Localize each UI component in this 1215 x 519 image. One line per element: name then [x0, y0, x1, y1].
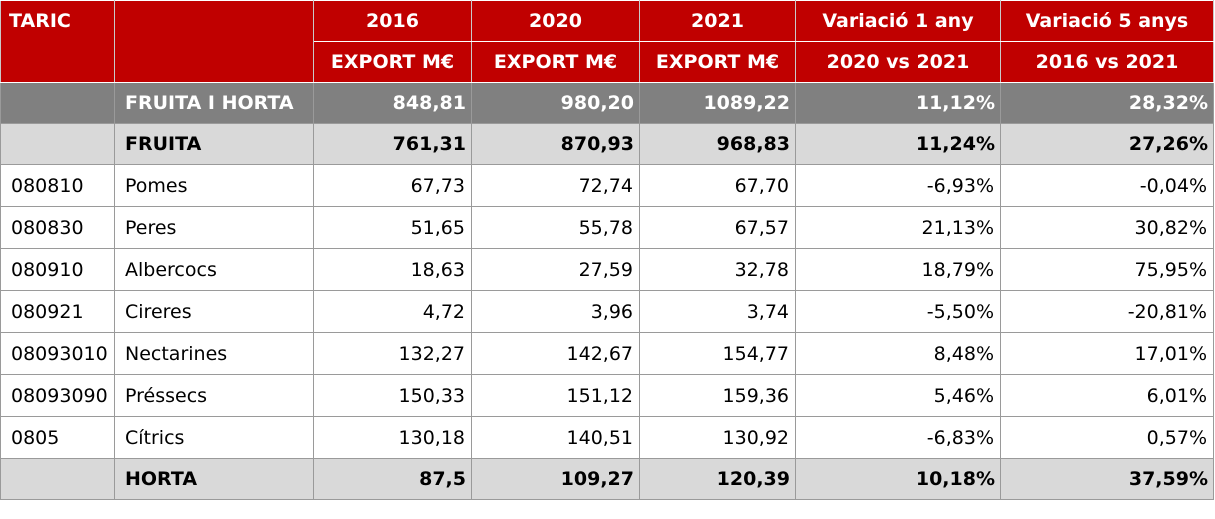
- header-variation-1-year: Variació 1 any: [795, 0, 1001, 42]
- product-name-cell: Albercocs: [114, 248, 314, 291]
- export-table: TARIC 2016 2020 2021 Variació 1 any Vari…: [0, 0, 1214, 500]
- export-2020-cell: 3,96: [471, 290, 640, 333]
- variation-1-year-cell: 21,13%: [795, 206, 1001, 249]
- taric-code-cell: [0, 458, 115, 500]
- group-row: FRUITA I HORTA 848,81 980,20 1089,22 11,12% 2…: [0, 82, 1214, 124]
- export-2016-cell: 848,81: [313, 82, 472, 124]
- product-name-cell: Nectarines: [114, 332, 314, 375]
- export-2020-cell: 151,12: [471, 374, 640, 417]
- taric-code-cell: 080830: [0, 206, 115, 249]
- export-2016-cell: 130,18: [313, 416, 472, 459]
- export-2016-cell: 761,31: [313, 123, 472, 165]
- export-2021-cell: 130,92: [639, 416, 796, 459]
- variation-1-year-cell: -5,50%: [795, 290, 1001, 333]
- export-2021-cell: 67,70: [639, 164, 796, 207]
- export-2020-cell: 109,27: [471, 458, 640, 500]
- header-export-2016: EXPORT M€: [313, 41, 472, 83]
- header-year-2016: 2016: [313, 0, 472, 42]
- export-2016-cell: 150,33: [313, 374, 472, 417]
- variation-5-years-cell: 17,01%: [1000, 332, 1214, 375]
- variation-1-year-cell: 11,12%: [795, 82, 1001, 124]
- table-row: 08093010 Nectarines 132,27 142,67 154,77 8,48…: [0, 332, 1214, 375]
- product-name-cell: FRUITA: [114, 123, 314, 165]
- variation-5-years-cell: 6,01%: [1000, 374, 1214, 417]
- export-2020-cell: 72,74: [471, 164, 640, 207]
- table-row: 080830 Peres 51,65 55,78 67,57 21,13% 30,82%: [0, 206, 1214, 249]
- export-2021-cell: 159,36: [639, 374, 796, 417]
- export-2016-cell: 51,65: [313, 206, 472, 249]
- table-row: 080910 Albercocs 18,63 27,59 32,78 18,79% 75,9…: [0, 248, 1214, 291]
- variation-1-year-cell: 11,24%: [795, 123, 1001, 165]
- export-2021-cell: 120,39: [639, 458, 796, 500]
- export-2020-cell: 870,93: [471, 123, 640, 165]
- export-2016-cell: 87,5: [313, 458, 472, 500]
- variation-5-years-cell: -0,04%: [1000, 164, 1214, 207]
- header-name-blank: [114, 0, 314, 83]
- variation-5-years-cell: 27,26%: [1000, 123, 1214, 165]
- product-name-cell: Pomes: [114, 164, 314, 207]
- taric-code-cell: [0, 82, 115, 124]
- variation-1-year-cell: 18,79%: [795, 248, 1001, 291]
- taric-code-cell: [0, 123, 115, 165]
- taric-code-cell: 080910: [0, 248, 115, 291]
- header-year-2020: 2020: [471, 0, 640, 42]
- group-row: HORTA 87,5 109,27 120,39 10,18% 37,59%: [0, 458, 1214, 500]
- group-row: FRUITA 761,31 870,93 968,83 11,24% 27,26%: [0, 123, 1214, 165]
- variation-5-years-cell: 0,57%: [1000, 416, 1214, 459]
- taric-code-cell: 080810: [0, 164, 115, 207]
- product-name-cell: HORTA: [114, 458, 314, 500]
- product-name-cell: Cítrics: [114, 416, 314, 459]
- product-name-cell: Peres: [114, 206, 314, 249]
- table-row: 080921 Cireres 4,72 3,96 3,74 -5,50% -20,81%: [0, 290, 1214, 333]
- variation-5-years-cell: 28,32%: [1000, 82, 1214, 124]
- table-row: 08093090 Préssecs 150,33 151,12 159,36 5,46% 6…: [0, 374, 1214, 417]
- variation-5-years-cell: 75,95%: [1000, 248, 1214, 291]
- header-variation-5-years: Variació 5 anys: [1000, 0, 1214, 42]
- variation-5-years-cell: 37,59%: [1000, 458, 1214, 500]
- export-2021-cell: 32,78: [639, 248, 796, 291]
- taric-code-cell: 0805: [0, 416, 115, 459]
- header-variation-5-years-period: 2016 vs 2021: [1000, 41, 1214, 83]
- taric-code-cell: 080921: [0, 290, 115, 333]
- product-name-cell: FRUITA I HORTA: [114, 82, 314, 124]
- header-year-2021: 2021: [639, 0, 796, 42]
- export-2020-cell: 980,20: [471, 82, 640, 124]
- variation-1-year-cell: 8,48%: [795, 332, 1001, 375]
- export-2021-cell: 154,77: [639, 332, 796, 375]
- export-2021-cell: 968,83: [639, 123, 796, 165]
- variation-1-year-cell: -6,93%: [795, 164, 1001, 207]
- table-row: 0805 Cítrics 130,18 140,51 130,92 -6,83% 0,57%: [0, 416, 1214, 459]
- export-2016-cell: 67,73: [313, 164, 472, 207]
- export-2016-cell: 132,27: [313, 332, 472, 375]
- table-row: 080810 Pomes 67,73 72,74 67,70 -6,93% -0,04%: [0, 164, 1214, 207]
- variation-1-year-cell: -6,83%: [795, 416, 1001, 459]
- export-2016-cell: 18,63: [313, 248, 472, 291]
- export-2021-cell: 3,74: [639, 290, 796, 333]
- variation-5-years-cell: 30,82%: [1000, 206, 1214, 249]
- taric-code-cell: 08093090: [0, 374, 115, 417]
- export-2020-cell: 55,78: [471, 206, 640, 249]
- export-2021-cell: 1089,22: [639, 82, 796, 124]
- variation-5-years-cell: -20,81%: [1000, 290, 1214, 333]
- header-export-2021: EXPORT M€: [639, 41, 796, 83]
- variation-1-year-cell: 5,46%: [795, 374, 1001, 417]
- export-2016-cell: 4,72: [313, 290, 472, 333]
- product-name-cell: Cireres: [114, 290, 314, 333]
- taric-code-cell: 08093010: [0, 332, 115, 375]
- export-2020-cell: 27,59: [471, 248, 640, 291]
- export-2020-cell: 140,51: [471, 416, 640, 459]
- export-2021-cell: 67,57: [639, 206, 796, 249]
- header-variation-1-year-period: 2020 vs 2021: [795, 41, 1001, 83]
- export-2020-cell: 142,67: [471, 332, 640, 375]
- header-export-2020: EXPORT M€: [471, 41, 640, 83]
- product-name-cell: Préssecs: [114, 374, 314, 417]
- variation-1-year-cell: 10,18%: [795, 458, 1001, 500]
- header-taric: TARIC: [0, 0, 115, 83]
- table-body: FRUITA I HORTA 848,81 980,20 1089,22 11,12% 2…: [0, 82, 1214, 500]
